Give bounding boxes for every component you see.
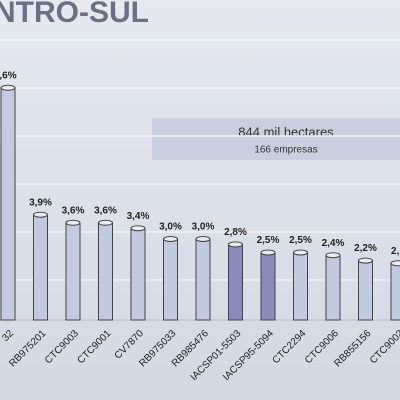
annotation-title: 844 mil hectares [238,124,334,139]
bar [163,238,178,321]
value-label: 3,6% [62,205,85,216]
bar-cap [358,257,373,264]
value-label: 2,1 [391,246,400,257]
bar-cap [195,236,211,242]
value-label: 3,0% [159,222,182,233]
bar-cap [325,252,341,259]
bar [130,227,146,321]
bar-cap [390,260,400,267]
bar-cap [163,236,178,242]
bar-cap [98,219,113,226]
value-label: 3,0% [192,222,215,233]
value-label: 3,9% [29,197,52,208]
bar-cap [260,249,276,256]
bar [325,254,341,321]
chart-title: NTRO-SUL [0,0,149,29]
bar [358,260,373,321]
bar [293,252,308,321]
bar-cap [293,249,308,256]
value-label: 2,2% [354,243,377,254]
bar-cap [130,225,146,232]
value-label: 2,8% [224,227,247,238]
bar [390,262,400,321]
value-label: 3,4% [127,211,150,222]
value-label: 2,5% [257,235,280,246]
bar [98,222,113,321]
bar-cap [228,241,243,248]
value-label: ,6% [0,70,17,81]
bar [228,243,243,321]
value-label: 2,4% [322,238,345,249]
value-label: 2,5% [289,235,312,246]
bar [260,252,276,321]
bar [195,238,211,321]
annotation-box [152,118,400,160]
bar-cap [0,84,16,91]
bar-cap [65,219,81,226]
bar [65,222,81,321]
annotation-subtitle: 166 empresas [254,145,317,156]
bar [0,87,16,321]
value-label: 3,6% [94,205,117,216]
bar [33,214,48,321]
bar-cap [33,211,48,218]
